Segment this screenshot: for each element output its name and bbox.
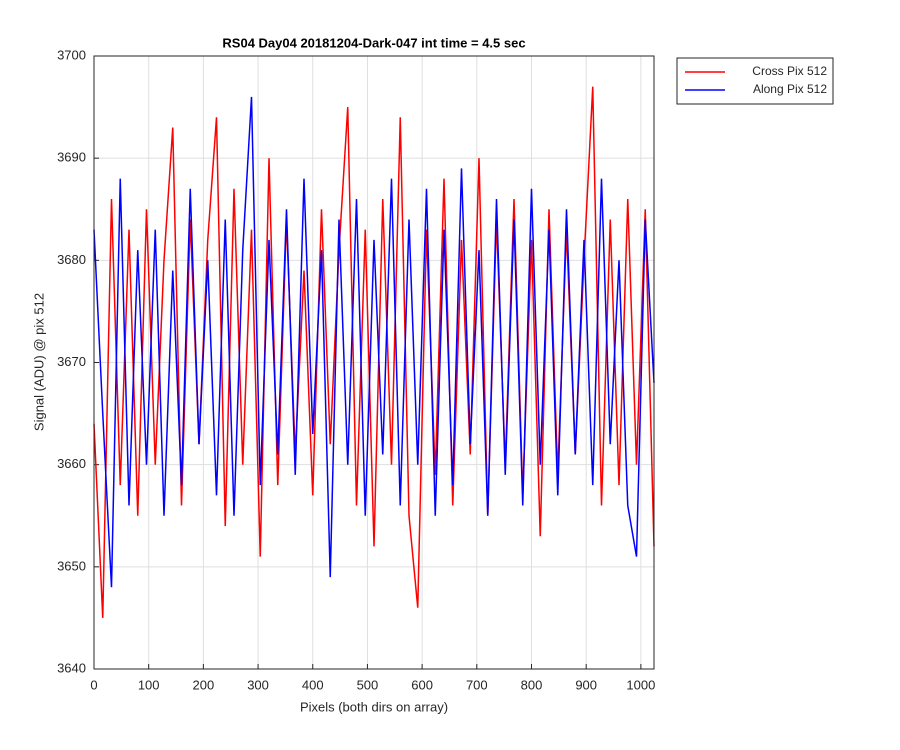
x-tick-label: 700: [466, 677, 488, 692]
legend-label: Along Pix 512: [753, 82, 827, 96]
x-tick-label: 400: [302, 677, 324, 692]
y-tick-label: 3680: [57, 252, 86, 267]
x-tick-label: 600: [411, 677, 433, 692]
y-tick-label: 3670: [57, 354, 86, 369]
y-tick-label: 3700: [57, 47, 86, 62]
x-tick-label: 900: [575, 677, 597, 692]
chart-title: RS04 Day04 20181204-Dark-047 int time = …: [222, 35, 525, 50]
x-tick-label: 200: [193, 677, 215, 692]
x-tick-label: 100: [138, 677, 160, 692]
x-axis-label: Pixels (both dirs on array): [300, 699, 448, 714]
legend-box: [676, 57, 834, 105]
x-tick-label: 1000: [626, 677, 655, 692]
y-tick-label: 3650: [57, 558, 86, 573]
x-tick-label: 300: [247, 677, 269, 692]
y-tick-label: 3660: [57, 456, 86, 471]
y-tick-label: 3690: [57, 150, 86, 165]
data-line: [93, 96, 655, 588]
x-tick-label: 0: [90, 677, 97, 692]
x-tick-label: 500: [357, 677, 379, 692]
y-axis-label: Signal (ADU) @ pix 512: [31, 293, 46, 431]
axes-box: [93, 55, 655, 670]
y-tick-label: 3640: [57, 660, 86, 675]
legend-label: Cross Pix 512: [752, 64, 827, 78]
x-tick-label: 800: [521, 677, 543, 692]
